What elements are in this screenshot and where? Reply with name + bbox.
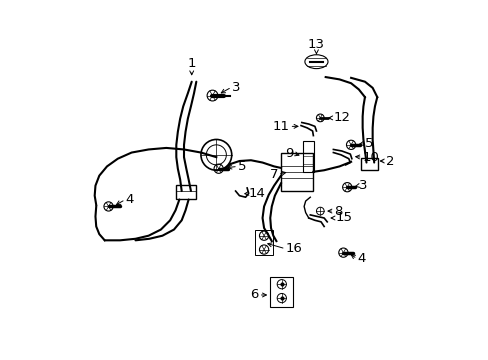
Text: 15: 15: [335, 211, 352, 225]
Text: 5: 5: [364, 137, 373, 150]
Text: 16: 16: [285, 242, 302, 255]
Bar: [302, 141, 313, 172]
Text: 13: 13: [307, 38, 325, 51]
Text: 2: 2: [385, 154, 393, 167]
Bar: [270, 277, 293, 307]
Text: 4: 4: [125, 193, 134, 206]
Text: 10: 10: [362, 150, 379, 164]
Text: 1: 1: [187, 57, 196, 70]
Text: 5: 5: [238, 160, 246, 173]
Bar: [176, 185, 195, 199]
Text: 9: 9: [285, 147, 293, 160]
Text: 14: 14: [248, 187, 265, 200]
Text: 12: 12: [333, 111, 350, 125]
Text: 3: 3: [358, 179, 366, 192]
Text: 4: 4: [357, 252, 365, 265]
Bar: [254, 230, 273, 255]
Text: 7: 7: [269, 168, 277, 181]
Text: 6: 6: [250, 288, 258, 301]
Text: 3: 3: [231, 81, 240, 94]
Text: 11: 11: [272, 120, 289, 133]
Bar: [360, 158, 377, 170]
Bar: [281, 153, 313, 191]
Text: 8: 8: [333, 204, 342, 217]
